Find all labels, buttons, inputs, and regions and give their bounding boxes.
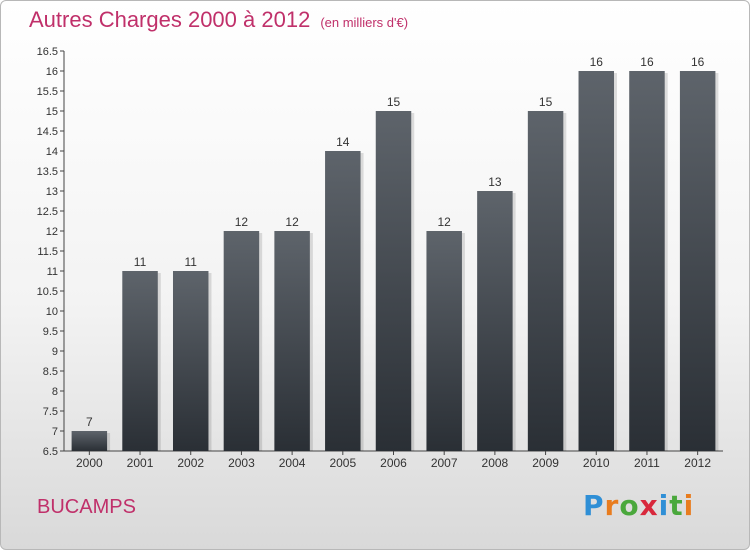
title-text: Autres Charges 2000 à 2012 [29,7,311,32]
x-tick-label: 2000 [76,456,103,470]
data-label: 15 [387,95,401,109]
x-tick-label: 2009 [532,456,559,470]
data-label: 13 [488,175,502,189]
y-tick-label: 13 [46,186,58,198]
x-tick-label: 2002 [177,456,204,470]
y-tick-label: 7.5 [43,406,58,418]
x-tick-label: 2008 [482,456,509,470]
bar-2012 [679,71,716,451]
logo-letter: i [683,489,695,522]
logo-letter: P [583,489,605,522]
bar-2007 [426,231,462,451]
data-label: 16 [691,55,705,69]
bar-2011 [629,71,665,451]
y-tick-label: 8.5 [43,366,58,378]
x-tick-label: 2011 [634,456,660,470]
x-tick-label: 2004 [279,456,306,470]
title-unit: (en milliers d'€) [320,15,409,30]
chart-title: Autres Charges 2000 à 2012 (en milliers d… [29,7,408,33]
y-tick-label: 15 [46,106,58,118]
x-tick-label: 2003 [228,456,255,470]
y-tick-label: 7 [52,426,58,438]
commune-name: BUCAMPS [37,496,136,518]
logo-letter: i [658,489,670,522]
y-tick-label: 8 [52,386,58,398]
bar-2010 [578,71,615,451]
bar-2009 [527,111,564,451]
data-label: 12 [438,215,452,229]
data-label: 14 [336,135,350,149]
y-tick-label: 13.5 [37,166,58,178]
x-tick-label: 2007 [431,456,458,470]
x-tick-label: 2012 [684,456,711,470]
data-label: 16 [640,55,654,69]
x-tick-label: 2006 [380,456,407,470]
y-tick-label: 16.5 [37,46,58,58]
logo-letter: x [639,489,659,522]
bar-2001 [122,271,158,451]
data-label: 11 [134,255,147,269]
x-tick-label: 2005 [329,456,356,470]
bar-2000 [71,431,108,451]
y-tick-label: 14.5 [37,126,58,138]
y-tick-label: 12.5 [37,206,58,218]
y-tick-label: 12 [46,226,58,238]
y-tick-label: 16 [46,66,58,78]
bar-2006 [375,111,412,451]
y-tick-label: 6.5 [43,446,58,458]
y-tick-label: 10 [46,306,58,318]
logo-letter: t [669,489,684,522]
data-label: 7 [86,415,93,429]
bar-2002 [172,271,209,451]
data-label: 16 [590,55,604,69]
y-tick-label: 15.5 [37,86,58,98]
logo-letter: r [604,489,620,522]
bar-2008 [477,191,513,451]
x-tick-label: 2001 [127,456,154,470]
bar-2004 [274,231,310,451]
y-tick-label: 11 [47,266,58,278]
bar-2005 [325,151,361,451]
y-tick-label: 9.5 [43,326,58,338]
data-label: 12 [235,215,249,229]
data-label: 11 [184,255,197,269]
logo-letter: o [619,489,640,522]
proxiti-logo: Proxiti [583,489,694,522]
y-tick-label: 9 [52,346,58,358]
y-tick-label: 11.5 [37,246,58,258]
x-tick-label: 2010 [583,456,610,470]
y-tick-label: 14 [46,146,58,158]
y-tick-label: 10.5 [37,286,58,298]
data-label: 15 [539,95,553,109]
bar-2003 [223,231,260,451]
data-label: 12 [285,215,299,229]
